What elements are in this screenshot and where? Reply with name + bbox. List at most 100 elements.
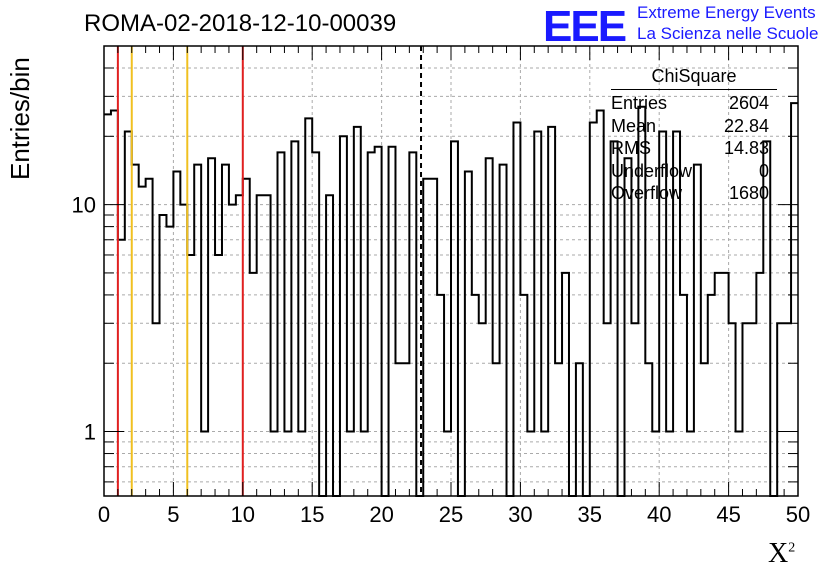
histogram-bin	[243, 179, 250, 496]
histogram-bin	[402, 363, 409, 496]
histogram-bin	[166, 227, 173, 496]
histogram-bin	[125, 131, 132, 496]
histogram-bin	[513, 123, 520, 496]
histogram-bin	[597, 110, 604, 496]
x-tick-label: 20	[369, 502, 393, 527]
plot-title: ROMA-02-2018-12-10-00039	[84, 10, 397, 37]
histogram-bin	[520, 295, 527, 496]
histogram-series	[104, 102, 798, 497]
y-tick-label: 10	[72, 193, 96, 218]
histogram-bin	[722, 273, 729, 496]
logo-text-line1: Extreme Energy Events	[637, 3, 816, 22]
histogram-bin	[527, 432, 534, 496]
y-tick-label: 1	[84, 420, 96, 445]
x-tick-label: 15	[300, 502, 324, 527]
histogram-bin	[160, 215, 167, 496]
histogram-bin	[278, 152, 285, 496]
grid-lines	[104, 45, 798, 496]
stats-row: Overflow 1680	[611, 183, 769, 203]
stats-row: Mean 22.84	[611, 115, 769, 136]
histogram-bin	[354, 127, 361, 496]
histogram-bin	[194, 165, 201, 496]
histogram-bin	[791, 103, 798, 496]
histogram-bin	[361, 432, 368, 496]
histogram-bin	[104, 114, 111, 496]
histogram-bin	[375, 147, 382, 496]
histogram-bin	[326, 195, 333, 496]
x-tick-label: 5	[167, 502, 179, 527]
histogram-bin	[139, 187, 146, 496]
histogram-bin	[118, 240, 125, 496]
axis-tick-labels: 0 5 10 15 20 25 30 35 40 45 50 1 10	[72, 193, 811, 527]
stats-row: Entries 2604	[611, 93, 769, 113]
histogram-bin	[590, 123, 597, 496]
histogram-line	[104, 102, 798, 497]
histogram-bin	[777, 323, 784, 496]
histogram-bin	[312, 152, 319, 496]
histogram-bin	[187, 255, 194, 496]
stats-title: ChiSquare	[611, 66, 777, 90]
x-tick-label: 50	[786, 502, 810, 527]
histogram-bin	[340, 136, 347, 496]
x-axis-label: X2	[768, 538, 796, 569]
stats-row: Underflow 0	[611, 160, 769, 181]
histogram-bin	[534, 131, 541, 496]
axis-ticks	[103, 45, 799, 496]
histogram-bin	[305, 118, 312, 496]
histogram-bin	[715, 273, 722, 496]
histogram-bin	[486, 158, 493, 496]
x-tick-label: 35	[578, 502, 602, 527]
histogram-bin	[208, 158, 215, 496]
histogram-bin	[736, 432, 743, 496]
histogram-bin	[652, 432, 659, 496]
histogram-bin	[500, 165, 507, 496]
histogram-bin	[264, 195, 271, 496]
histogram-bin	[291, 141, 298, 496]
histogram-bin	[215, 255, 222, 496]
marker-lines	[116, 46, 423, 496]
histogram-bin	[430, 179, 437, 496]
histogram-bin	[680, 295, 687, 496]
histogram-bin	[347, 432, 354, 496]
histogram-bin	[479, 323, 486, 496]
histogram-bin	[250, 273, 257, 496]
stats-row: RMS 14.83	[611, 138, 769, 158]
histogram-bin	[444, 432, 451, 496]
histogram-bin	[298, 432, 305, 496]
histogram-bin	[694, 165, 701, 496]
histogram-bin	[222, 165, 229, 496]
histogram-bin	[437, 295, 444, 496]
x-tick-label: 25	[439, 502, 463, 527]
histogram-bin	[631, 323, 638, 496]
y-axis-label: Entries/bin	[5, 57, 35, 180]
histogram-bin	[687, 432, 694, 496]
histogram-bin	[284, 432, 291, 496]
histogram-bin	[257, 195, 264, 496]
histogram-bin	[423, 179, 430, 496]
x-tick-label: 40	[647, 502, 671, 527]
histogram-bin	[173, 171, 180, 496]
histogram-bin	[201, 432, 208, 496]
logo-text-line2: La Scienza nelle Scuole	[637, 24, 819, 43]
histogram-bin	[153, 323, 160, 496]
histogram-bin	[541, 432, 548, 496]
histogram-bin	[146, 179, 153, 496]
x-tick-label: 0	[98, 502, 110, 527]
histogram-bin	[229, 205, 236, 496]
histogram-bin	[576, 363, 583, 496]
histogram-bin	[465, 171, 472, 496]
histogram-bin	[666, 432, 673, 496]
histogram-bin	[132, 165, 139, 496]
x-tick-label: 10	[231, 502, 255, 527]
histogram-bin	[451, 141, 458, 496]
histogram-bin	[729, 323, 736, 496]
histogram-bin	[562, 273, 569, 496]
histogram-bin	[111, 110, 118, 496]
stats-box: ChiSquare Entries 2604 Mean 22.84 RMS 14.83…	[611, 66, 777, 205]
histogram-bin	[368, 152, 375, 496]
x-tick-label: 30	[508, 502, 532, 527]
histogram-bin	[555, 363, 562, 496]
histogram-bin	[645, 363, 652, 496]
histogram-bin	[604, 323, 611, 496]
